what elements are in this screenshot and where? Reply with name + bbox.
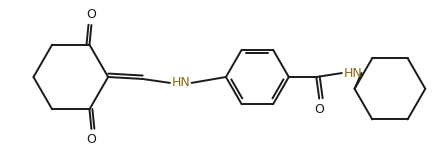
Text: O: O — [86, 133, 97, 146]
Text: O: O — [314, 103, 324, 116]
Text: O: O — [86, 8, 97, 21]
Text: HN: HN — [172, 76, 191, 89]
Text: HN: HN — [344, 67, 363, 80]
